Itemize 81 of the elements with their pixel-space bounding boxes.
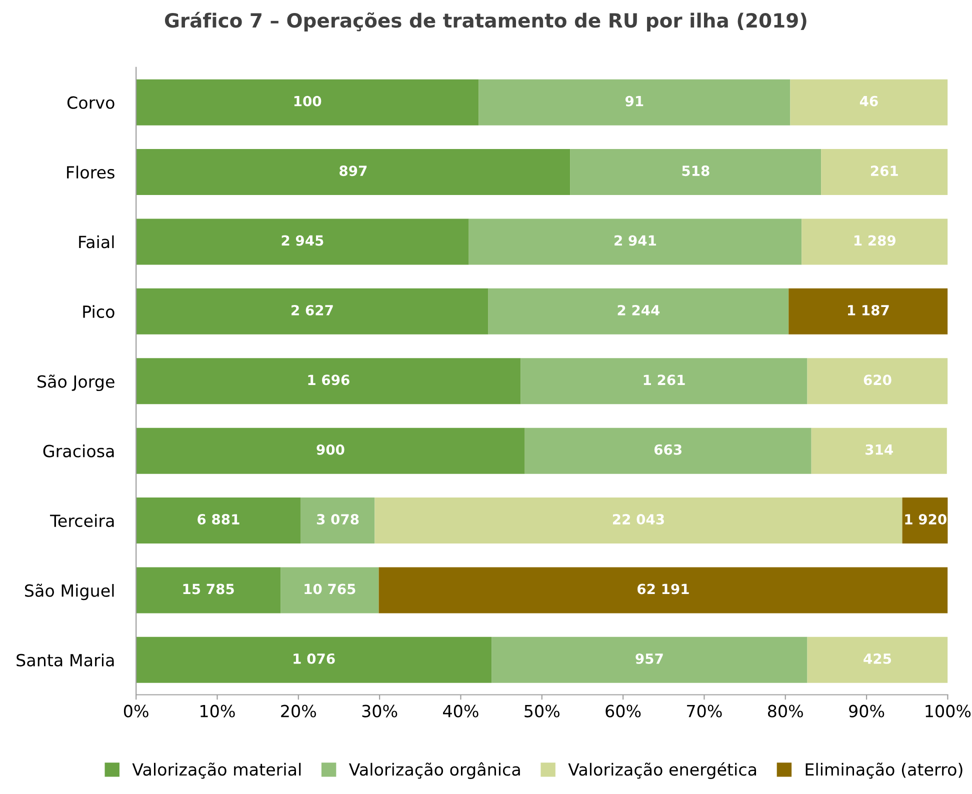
x-tick-label: 80% [768,704,803,718]
bar [488,288,789,334]
annotation: 2 627 [292,304,333,316]
legend-label: Valorização orgânica [348,762,520,779]
bar [492,636,808,683]
bar [136,288,488,334]
annotation: 3 078 [316,514,359,525]
bar [788,288,948,334]
y-tick-label: Terceira [50,514,114,528]
annotation: 1 076 [294,653,335,664]
bar [902,498,948,544]
bar [520,358,808,404]
annotation: 1 289 [854,235,896,246]
bar [374,498,902,544]
bar [136,636,492,683]
annotation: 6 881 [198,514,240,525]
annotation: 900 [316,444,344,455]
x-tick-label: 70% [687,704,722,718]
x-tick-label: 40% [443,704,478,718]
bar [136,567,281,614]
y-tick-label: São Miguel [25,584,114,600]
annotation: 2 945 [282,235,324,246]
x-tick-label: 10% [200,704,235,718]
annotation: 2 941 [614,235,656,246]
y-tick-label: São Jorge [38,374,114,392]
bar [378,567,948,614]
y-tick-label: Corvo [67,96,114,109]
chart-title: Gráfico 7 – Operações de tratamento de RU por ilha (2019) [164,12,806,32]
bar [136,218,469,265]
x-tick-label: 0% [124,704,148,718]
bar [136,149,570,196]
bar [136,79,479,126]
bar [136,428,525,474]
bar [478,79,790,126]
annotation: 261 [870,166,898,176]
bar [570,149,822,196]
bar [136,498,301,544]
y-tick-label: Faial [79,235,114,248]
x-tick-label: 60% [606,704,641,718]
annotation: 91 [625,96,644,106]
x-tick-label: 20% [281,704,316,718]
bar [807,636,948,683]
bar [811,428,947,474]
legend-label: Eliminação (aterro) [806,762,962,779]
bar [300,498,375,544]
bar [524,428,812,474]
y-tick-label: Graciosa [43,444,114,458]
annotation: 1 187 [848,304,889,316]
annotation: 314 [866,444,893,455]
annotation: 620 [864,374,892,386]
bar [802,218,948,265]
legend-label: Valorização energética [568,762,756,779]
annotation: 897 [340,166,367,176]
annotation: 518 [682,166,710,176]
bar [468,218,802,265]
bar [821,149,948,196]
x-tick-label: 90% [849,704,884,718]
annotation: 46 [860,96,878,106]
y-tick-label: Pico [83,305,114,318]
annotation: 1 696 [308,374,350,386]
annotation: 22 043 [612,514,664,525]
bar [807,358,948,404]
annotation: 10 765 [304,584,356,594]
annotation: 100 [294,96,322,106]
annotation: 425 [864,653,892,664]
annotation: 15 785 [183,584,234,594]
x-tick-label: 30% [362,704,398,718]
y-tick-label: Santa Maria [16,654,114,666]
annotation: 1 920 [905,514,946,525]
bar [280,567,379,614]
bar [136,358,521,404]
annotation: 62 191 [638,584,689,594]
x-tick-label: 100% [926,704,971,718]
annotation: 957 [636,653,663,664]
bar [790,79,948,126]
annotation: 663 [654,444,682,455]
legend-label: Valorização material [132,762,301,779]
annotation: 2 244 [618,304,660,316]
annotation: 1 261 [644,374,685,386]
x-tick-label: 50% [524,704,560,718]
y-tick-label: Flores [67,166,114,179]
